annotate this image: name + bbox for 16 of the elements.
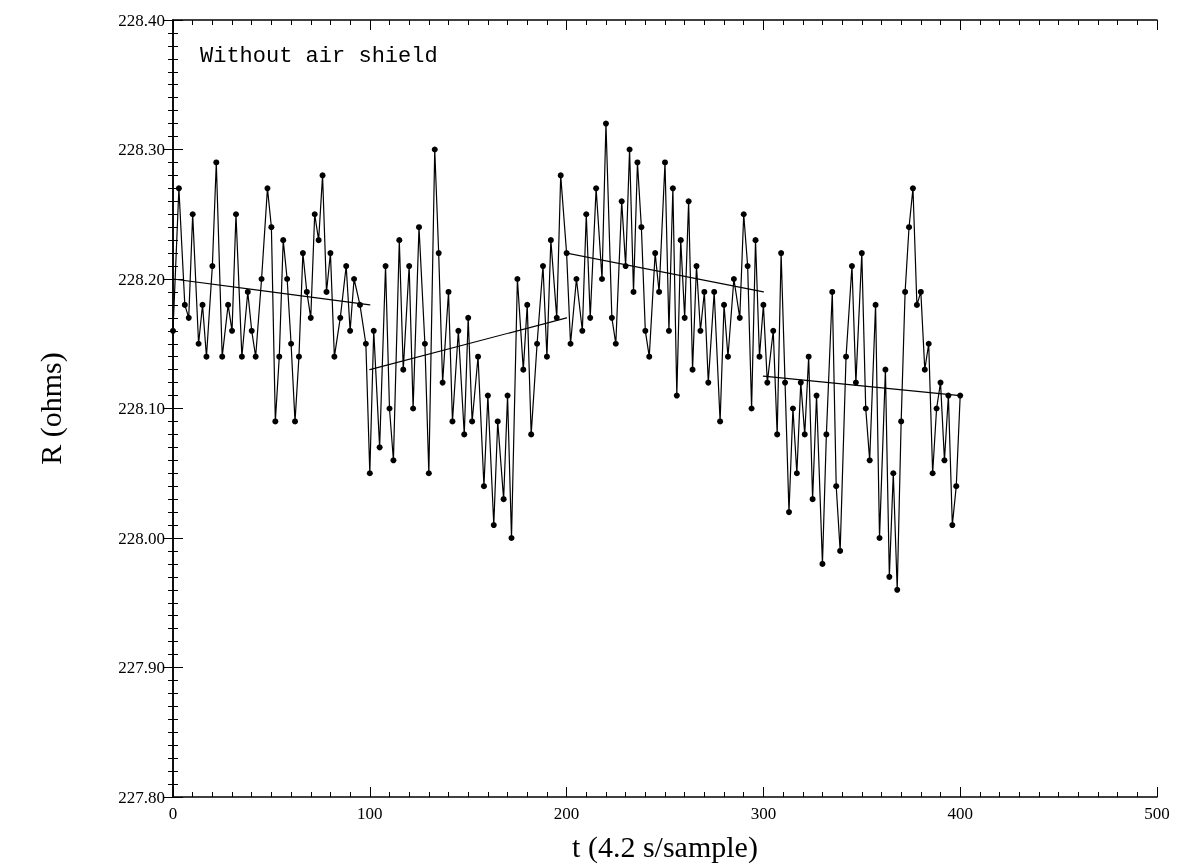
y-tick-label: 228.00 xyxy=(118,528,165,548)
x-tick-label: 100 xyxy=(357,804,383,823)
y-tick-label: 227.80 xyxy=(118,787,165,807)
y-tick-label: 228.20 xyxy=(118,269,165,289)
y-axis-title: R (ohms) xyxy=(33,352,68,465)
annotation: Without air shield xyxy=(200,43,438,69)
x-axis-title: t (4.2 s/sample) xyxy=(572,829,758,864)
y-tick-label: 228.10 xyxy=(118,399,165,418)
x-tick-label: 0 xyxy=(168,804,178,823)
x-tick-label: 300 xyxy=(750,804,777,823)
y-tick-label: 227.90 xyxy=(118,658,165,677)
x-tick-label: 400 xyxy=(947,804,973,823)
y-tick-label: 228.30 xyxy=(118,140,165,159)
x-tick-label: 200 xyxy=(553,804,580,823)
y-tick-label: 228.40 xyxy=(118,10,165,30)
x-tick-label: 500 xyxy=(1144,804,1170,823)
